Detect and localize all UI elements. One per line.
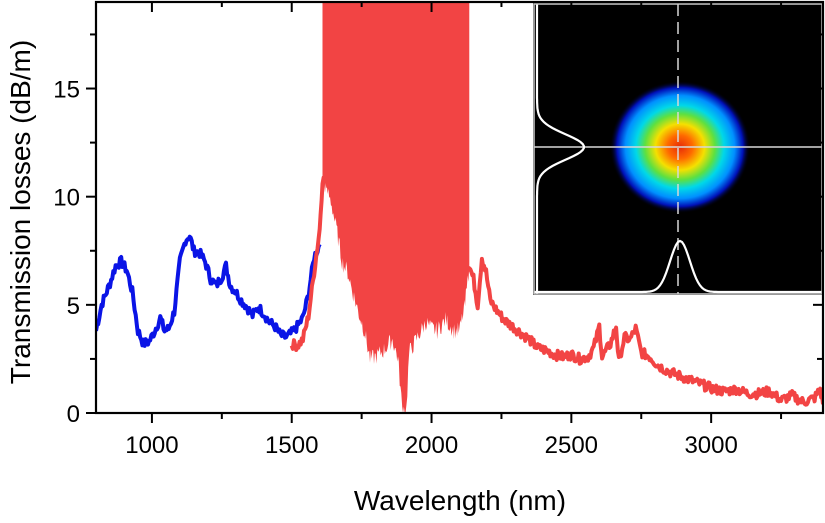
plot-frame bbox=[94, 0, 825, 415]
y-tick-label: 10 bbox=[53, 185, 80, 212]
y-tick-labels: 0 5 10 15 bbox=[53, 77, 80, 428]
x-tick-label: 2000 bbox=[405, 432, 458, 459]
series-red-oscillation-band bbox=[322, 2, 470, 413]
inset-vertical-profile bbox=[534, 239, 822, 294]
inset-mode-image bbox=[533, 3, 823, 295]
x-tick-label: 1000 bbox=[125, 432, 178, 459]
y-tick-label: 5 bbox=[67, 293, 80, 320]
x-tick-label: 2500 bbox=[545, 432, 598, 459]
inset-horizontal-profile bbox=[535, 4, 585, 294]
series-layer bbox=[96, 2, 823, 413]
series-blue-spectrum bbox=[96, 234, 322, 348]
y-tick-label: 15 bbox=[53, 77, 80, 104]
x-tick-labels: 1000 1500 2000 2500 3000 bbox=[125, 432, 738, 459]
x-axis-title: Wavelength (nm) bbox=[354, 485, 566, 516]
y-tick-label: 0 bbox=[67, 401, 80, 428]
y-axis-title: Transmission losses (dB/m) bbox=[5, 40, 36, 384]
x-tick-label: 3000 bbox=[684, 432, 737, 459]
x-tick-label: 1500 bbox=[265, 432, 318, 459]
axis-ticks bbox=[86, 2, 823, 423]
